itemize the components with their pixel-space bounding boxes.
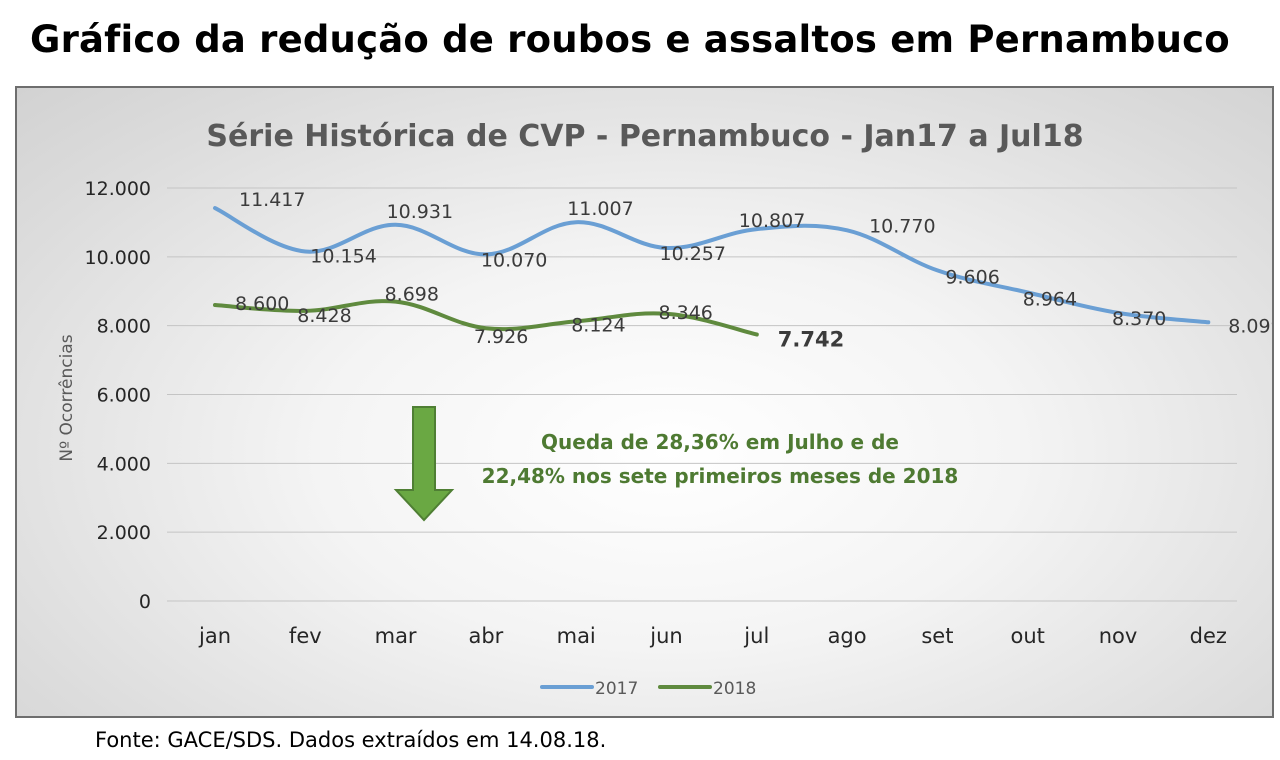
y-tick-label: 8.000	[97, 316, 151, 338]
y-tick-label: 0	[139, 591, 151, 613]
data-label: 7.742	[778, 328, 844, 352]
legend: 2017 2018	[540, 679, 756, 699]
data-label: 9.606	[945, 266, 999, 288]
data-label: 10.070	[481, 249, 547, 271]
data-label: 8.600	[235, 293, 289, 315]
data-label: 8.346	[659, 302, 713, 324]
data-label: 11.417	[239, 189, 305, 211]
data-label: 8.124	[571, 314, 625, 336]
chart-panel: Série Histórica de CVP - Pernambuco - Ja…	[15, 86, 1274, 718]
data-label: 10.154	[310, 246, 376, 268]
data-label: 11.007	[567, 198, 633, 220]
line-chart: Série Histórica de CVP - Pernambuco - Ja…	[57, 119, 1272, 699]
y-axis-label: Nº Ocorrências	[57, 334, 77, 461]
annotation-line-1: Queda de 28,36% em Julho e de	[541, 430, 899, 454]
x-tick-label: jun	[649, 624, 682, 648]
data-label: 8.428	[297, 305, 351, 327]
series-line-2017	[213, 206, 1211, 325]
annotation: Queda de 28,36% em Julho e de 22,48% nos…	[393, 406, 959, 522]
down-arrow-icon	[393, 406, 455, 522]
source-note: Fonte: GACE/SDS. Dados extraídos em 14.0…	[95, 728, 607, 752]
annotation-line-2: 22,48% nos sete primeiros meses de 2018	[482, 464, 959, 488]
page-heading: Gráfico da redução de roubos e assaltos …	[30, 18, 1230, 61]
x-tick-label: abr	[468, 624, 503, 648]
data-label: 8.964	[1023, 288, 1077, 310]
x-axis-ticks: jan fev mar abr mai jun jul ago set out nov dez	[198, 624, 1227, 648]
x-tick-label: set	[921, 624, 953, 648]
data-label: 7.926	[474, 326, 528, 348]
y-tick-label: 6.000	[97, 385, 151, 407]
x-tick-label: ago	[828, 624, 867, 648]
x-tick-label: jul	[743, 624, 769, 648]
data-label: 8.698	[385, 284, 439, 306]
y-tick-label: 10.000	[85, 247, 151, 269]
series-lines	[213, 206, 1211, 337]
data-label: 10.931	[387, 201, 453, 223]
x-tick-label: mai	[557, 624, 596, 648]
y-tick-label: 2.000	[97, 522, 151, 544]
x-tick-label: nov	[1099, 624, 1138, 648]
chart-title: Série Histórica de CVP - Pernambuco - Ja…	[206, 119, 1083, 154]
y-axis-ticks: 0 2.000 4.000 6.000 8.000 10.000 12.000	[85, 178, 151, 613]
data-label: 10.257	[660, 243, 726, 265]
gridlines	[167, 187, 1237, 602]
x-tick-label: dez	[1190, 624, 1227, 648]
x-tick-label: mar	[375, 624, 417, 648]
legend-label-2017: 2017	[595, 679, 638, 699]
data-label: 10.807	[739, 210, 805, 232]
series-line-2018	[213, 299, 759, 337]
x-tick-label: fev	[289, 624, 322, 648]
data-labels: 11.417 10.154 10.931 10.070 11.007 10.257 10.8…	[235, 189, 1272, 351]
y-tick-label: 4.000	[97, 453, 151, 475]
y-tick-label: 12.000	[85, 178, 151, 200]
legend-label-2018: 2018	[713, 679, 756, 699]
x-tick-label: jan	[198, 624, 231, 648]
data-label: 8.099	[1228, 315, 1272, 337]
data-label: 8.370	[1112, 308, 1166, 330]
x-tick-label: out	[1010, 624, 1044, 648]
data-label: 10.770	[869, 215, 935, 237]
